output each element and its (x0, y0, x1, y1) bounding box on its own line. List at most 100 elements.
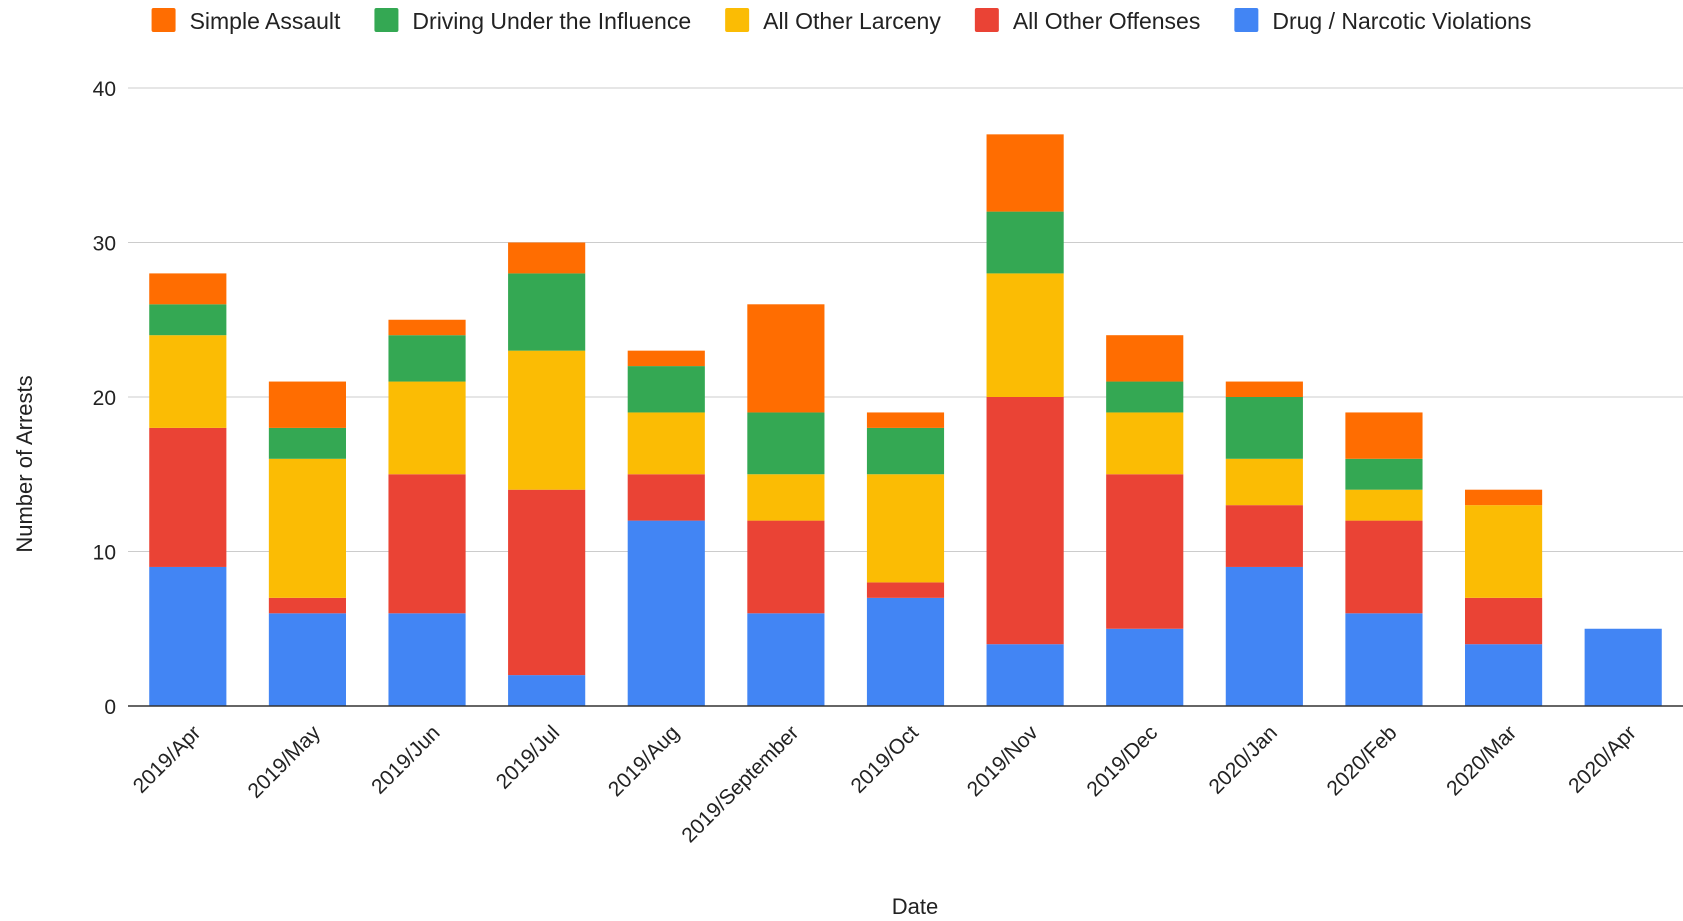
bar-drug-narcotic-violations-2019-jun (388, 613, 466, 706)
bar-simple-assault-2019-dec (1106, 335, 1184, 382)
bar-all-other-offenses-2020-feb (1345, 520, 1423, 614)
legend-swatch (725, 8, 750, 32)
bar-drug-narcotic-violations-2020-feb (1345, 613, 1423, 706)
legend-item-all-other-offenses: All Other Offenses (974, 8, 1201, 34)
bar-all-other-offenses-2019-dec (1106, 474, 1184, 629)
y-tick-label: 30 (93, 233, 116, 256)
bar-all-other-larceny-2019-jul (508, 350, 586, 490)
bar-drug-narcotic-violations-2019-september (747, 613, 825, 706)
x-tick-label: 2019/Dec (1082, 721, 1162, 801)
bar-all-other-larceny-2019-oct (866, 474, 945, 583)
bar-all-other-larceny-2019-jun (388, 381, 466, 475)
bar-drug-narcotic-violations-2020-mar (1465, 644, 1543, 706)
bar-simple-assault-2019-jun (388, 319, 466, 336)
x-tick-label: 2019/May (243, 721, 325, 803)
bar-simple-assault-2019-apr (149, 273, 227, 305)
bar-simple-assault-2020-mar (1465, 489, 1543, 506)
bar-simple-assault-2019-september (747, 304, 825, 413)
bar-all-other-offenses-2019-jun (388, 474, 466, 614)
legend-swatch (374, 8, 399, 32)
bar-driving-under-the-influence-2019-jun (388, 335, 466, 382)
bar-driving-under-the-influence-2019-september (747, 412, 825, 475)
bar-drug-narcotic-violations-2019-jul (508, 675, 586, 706)
bar-driving-under-the-influence-2019-oct (866, 427, 945, 475)
y-tick-label: 20 (93, 387, 116, 410)
bar-drug-narcotic-violations-2019-aug (627, 520, 705, 706)
bar-all-other-offenses-2019-apr (149, 427, 227, 567)
bar-all-other-offenses-2019-aug (627, 474, 705, 521)
bar-simple-assault-2019-oct (866, 412, 945, 428)
x-tick-label: 2020/Mar (1442, 721, 1521, 800)
y-axis-ticks: 0 10 20 30 40 (93, 78, 116, 719)
bar-simple-assault-2020-feb (1345, 412, 1423, 459)
x-tick-label: 2019/Jul (492, 721, 564, 793)
bar-driving-under-the-influence-2019-aug (627, 366, 705, 413)
y-axis-title: Number of Arrests (12, 375, 37, 552)
bars (149, 134, 1662, 706)
bar-all-other-larceny-2019-apr (149, 335, 227, 428)
bar-all-other-larceny-2020-mar (1465, 505, 1543, 598)
bar-drug-narcotic-violations-2019-may (268, 613, 346, 706)
legend-label: Driving Under the Influence (412, 8, 691, 34)
y-tick-label: 40 (93, 78, 116, 101)
legend-item-drug-narcotic-violations: Drug / Narcotic Violations (1234, 8, 1531, 34)
x-tick-label: 2020/Feb (1322, 721, 1401, 800)
legend-item-all-other-larceny: All Other Larceny (725, 8, 941, 34)
x-tick-label: 2019/Apr (129, 721, 206, 798)
x-tick-label: 2019/Oct (847, 721, 924, 798)
legend-label: All Other Offenses (1013, 8, 1201, 34)
legend-label: All Other Larceny (763, 8, 941, 34)
bar-drug-narcotic-violations-2019-dec (1106, 628, 1184, 706)
legend-swatch (151, 8, 176, 32)
bar-all-other-larceny-2019-dec (1106, 412, 1184, 475)
legend-swatch (1234, 8, 1259, 32)
x-tick-label: 2019/Aug (604, 721, 684, 801)
bar-drug-narcotic-violations-2019-nov (986, 644, 1064, 706)
bar-driving-under-the-influence-2020-feb (1345, 458, 1423, 490)
legend-label: Simple Assault (190, 8, 341, 34)
x-tick-label: 2020/Jan (1205, 721, 1282, 798)
legend-item-simple-assault: Simple Assault (151, 8, 341, 34)
bar-all-other-offenses-2020-mar (1465, 597, 1543, 645)
bar-all-other-offenses-2019-may (268, 597, 346, 614)
bar-driving-under-the-influence-2019-nov (986, 211, 1064, 274)
bar-drug-narcotic-violations-2020-apr (1584, 628, 1662, 706)
bar-all-other-offenses-2019-nov (986, 397, 1064, 645)
x-axis-ticks: 2019/Apr 2019/May 2019/Jun 2019/Jul 2019/Aug… (129, 721, 1641, 847)
x-axis-title: Date (892, 894, 938, 919)
bar-drug-narcotic-violations-2019-oct (866, 597, 945, 706)
bar-driving-under-the-influence-2020-jan (1225, 397, 1303, 459)
bar-all-other-larceny-2019-may (268, 458, 346, 598)
bar-all-other-larceny-2020-jan (1225, 458, 1303, 506)
y-tick-label: 0 (104, 696, 116, 719)
bar-drug-narcotic-violations-2020-jan (1225, 566, 1303, 706)
legend-item-driving-under-the-influence: Driving Under the Influence (374, 8, 691, 34)
legend-swatch (974, 8, 999, 32)
x-tick-label: 2019/Jun (367, 721, 444, 798)
bar-simple-assault-2019-may (268, 381, 346, 428)
bar-all-other-larceny-2019-september (747, 474, 825, 521)
bar-all-other-larceny-2019-nov (986, 273, 1064, 397)
bar-driving-under-the-influence-2019-jul (508, 273, 586, 351)
bar-driving-under-the-influence-2019-apr (149, 304, 227, 336)
bar-all-other-offenses-2019-jul (508, 489, 586, 676)
bar-simple-assault-2019-jul (508, 242, 586, 274)
x-tick-label: 2019/September (677, 721, 803, 847)
bar-all-other-larceny-2020-feb (1345, 489, 1423, 521)
y-tick-label: 10 (93, 542, 116, 565)
bar-simple-assault-2019-nov (986, 134, 1064, 212)
bar-driving-under-the-influence-2019-may (268, 427, 346, 459)
bar-all-other-offenses-2019-oct (866, 582, 945, 598)
bar-simple-assault-2020-jan (1225, 381, 1303, 397)
legend: Simple Assault Driving Under the Influenc… (151, 8, 1531, 34)
bar-all-other-offenses-2020-jan (1225, 505, 1303, 567)
bar-drug-narcotic-violations-2019-apr (149, 566, 227, 706)
x-tick-label: 2020/Apr (1564, 721, 1641, 798)
x-tick-label: 2019/Nov (963, 721, 1043, 801)
bar-driving-under-the-influence-2019-dec (1106, 381, 1184, 413)
bar-simple-assault-2019-aug (627, 350, 705, 367)
legend-label: Drug / Narcotic Violations (1272, 8, 1531, 34)
bar-all-other-offenses-2019-september (747, 520, 825, 614)
bar-all-other-larceny-2019-aug (627, 412, 705, 475)
